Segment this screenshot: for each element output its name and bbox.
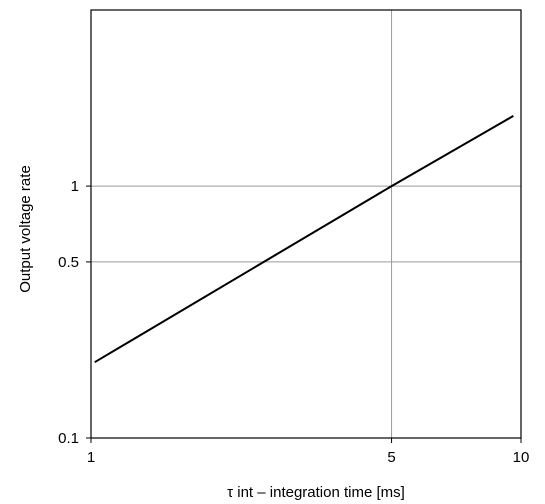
- series-layer: [94, 115, 514, 364]
- x-tick-label: 5: [387, 449, 395, 466]
- y-tick-label: 0.1: [58, 430, 79, 447]
- plot-frame: [90, 9, 522, 439]
- y-axis-ticks: 0.1 0.5 1: [58, 178, 91, 447]
- x-axis-ticks: 1 5 10: [87, 438, 530, 466]
- x-tick-label: 10: [513, 449, 530, 466]
- x-tick-label: 1: [87, 449, 95, 466]
- series-line: [94, 115, 514, 364]
- x-axis-label: τ int – integration time [ms]: [227, 484, 405, 501]
- grid-layer: [91, 10, 521, 438]
- y-axis-label: Output voltage rate: [17, 165, 34, 293]
- y-tick-label: 0.5: [58, 254, 79, 271]
- y-tick-label: 1: [71, 178, 79, 195]
